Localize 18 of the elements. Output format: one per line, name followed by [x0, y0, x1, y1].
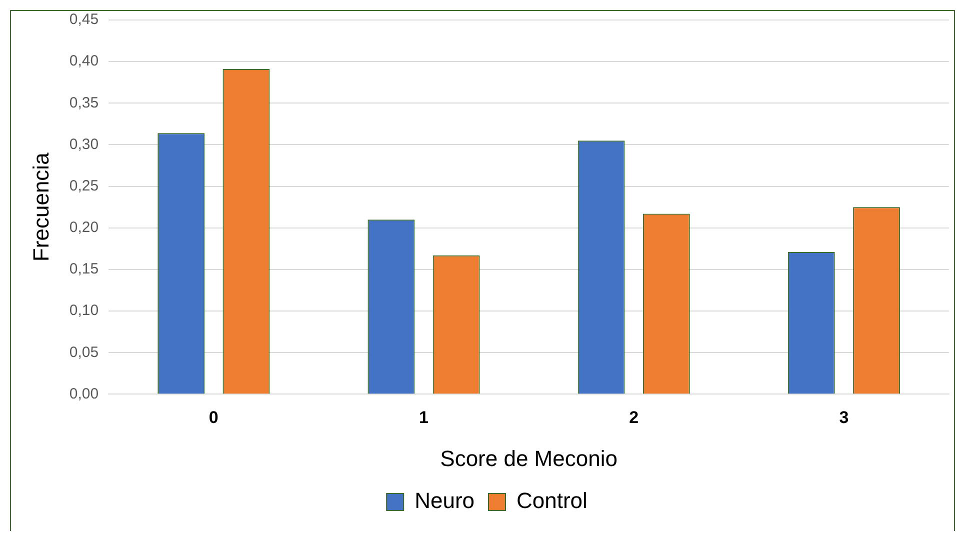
y-tick-label: 0,25	[69, 177, 99, 194]
y-tick-label: 0,45	[69, 11, 99, 28]
y-tick-label: 0,40	[69, 52, 99, 70]
y-tick-label: 0,35	[69, 94, 99, 112]
y-tick-label: 0,30	[69, 136, 99, 153]
x-tick-label: 0	[208, 408, 218, 428]
x-tick-label: 2	[629, 408, 639, 428]
x-axis-title: Score de Meconio	[440, 446, 618, 471]
y-tick-label: 0,15	[69, 260, 99, 278]
y-tick-label: 0,20	[69, 219, 99, 236]
legend-label: Control	[516, 488, 588, 514]
x-tick-label: 1	[419, 408, 428, 428]
y-axis-title: Frecuencia	[28, 152, 54, 262]
x-tick-label: 3	[839, 408, 849, 428]
y-tick-label: 0,05	[69, 344, 99, 361]
y-tick-label: 0,10	[69, 302, 99, 320]
legend-label: Neuro	[414, 488, 474, 514]
y-tick-label: 0,00	[69, 385, 99, 402]
